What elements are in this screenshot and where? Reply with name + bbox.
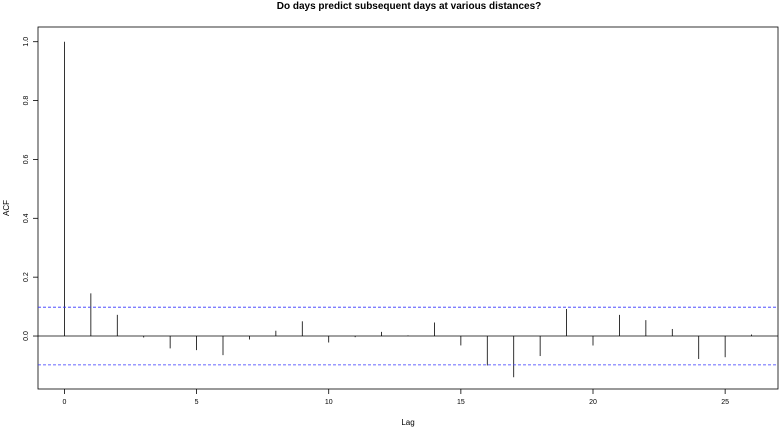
x-tick-label-0: 0: [62, 399, 66, 406]
y-tick-label-0.6: 0.6: [23, 154, 30, 164]
y-tick-label-0.4: 0.4: [23, 213, 30, 223]
x-tick-label-15: 15: [457, 399, 465, 406]
y-tick-label-0.2: 0.2: [23, 272, 30, 282]
confidence-bounds: [38, 306, 778, 366]
x-tick-label-10: 10: [325, 399, 333, 406]
chart-title: Do days predict subsequent days at vario…: [277, 1, 542, 12]
y-axis: 0.0 0.2 0.4 0.6 0.8 1.0: [23, 37, 38, 341]
x-axis-label: Lag: [401, 418, 414, 427]
x-axis: 0 5 10 15 20 25: [62, 389, 729, 406]
acf-bars: [64, 41, 752, 378]
x-tick-label-5: 5: [195, 399, 199, 406]
x-tick-label-25: 25: [721, 399, 729, 406]
plot-area: [37, 26, 779, 390]
y-tick-label-1: 1.0: [23, 37, 30, 47]
y-axis-label: ACF: [2, 200, 11, 216]
y-tick-label-0: 0.0: [23, 331, 30, 341]
y-tick-label-0.8: 0.8: [23, 96, 30, 106]
x-tick-label-20: 20: [589, 399, 597, 406]
